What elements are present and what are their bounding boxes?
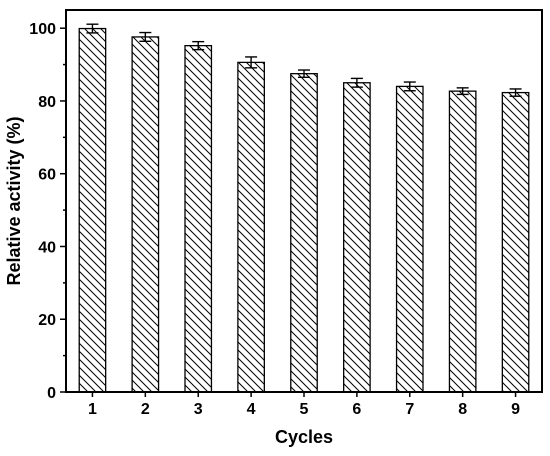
bar-cycle-7 — [395, 85, 424, 393]
y-tick-label: 40 — [38, 239, 56, 256]
bar-cycle-2 — [131, 36, 160, 393]
bar-cycle-1 — [78, 27, 107, 393]
y-tick-label: 20 — [38, 312, 56, 329]
bar-cycle-5 — [290, 73, 318, 393]
x-axis-title: Cycles — [275, 427, 333, 447]
error-bar-cycle-7 — [403, 81, 416, 92]
x-axis-ticks: 1 2 3 4 5 6 7 8 9 — [88, 392, 520, 418]
x-tick-label: 4 — [247, 401, 256, 418]
y-tick-label: 60 — [38, 167, 56, 184]
bar-cycle-4 — [237, 61, 265, 393]
error-bar-cycle-4 — [245, 56, 258, 69]
x-tick-label: 7 — [405, 401, 414, 418]
bar-cycle-9 — [501, 91, 530, 393]
bars-layer — [78, 27, 530, 393]
y-axis-ticks: 0 20 40 60 80 100 — [29, 21, 66, 402]
bar-cycle-8 — [448, 90, 477, 393]
bar-cycle-6 — [343, 82, 371, 393]
x-tick-label: 2 — [141, 401, 150, 418]
error-bars-layer — [86, 23, 522, 97]
y-tick-label: 100 — [29, 21, 56, 38]
error-bar-cycle-2 — [139, 31, 152, 42]
x-tick-label: 1 — [88, 401, 97, 418]
x-tick-label: 9 — [511, 401, 520, 418]
x-tick-label: 6 — [352, 401, 361, 418]
x-tick-label: 3 — [194, 401, 203, 418]
y-tick-label: 0 — [47, 385, 56, 402]
error-bar-cycle-5 — [298, 69, 310, 79]
bar-cycle-3 — [184, 45, 213, 393]
y-tick-label: 80 — [38, 94, 56, 111]
error-bar-cycle-1 — [86, 23, 99, 34]
x-tick-label: 5 — [300, 401, 309, 418]
error-bar-cycle-3 — [192, 40, 205, 51]
error-bar-cycle-9 — [509, 88, 522, 97]
y-axis-title: Relative activity (%) — [4, 116, 24, 285]
error-bar-cycle-6 — [350, 77, 363, 88]
error-bar-cycle-8 — [456, 87, 469, 96]
x-tick-label: 8 — [458, 401, 467, 418]
